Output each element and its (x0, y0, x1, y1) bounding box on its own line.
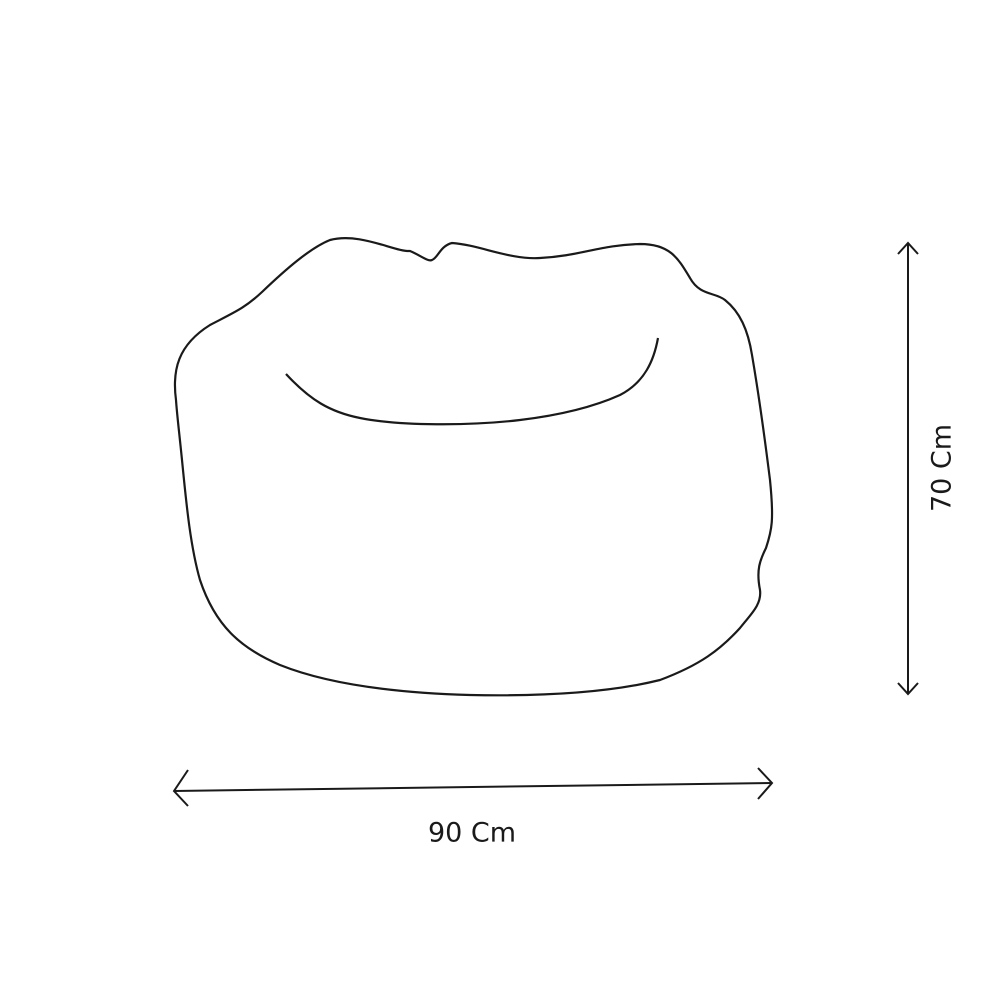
bean-bag-seat-curve (285, 337, 660, 426)
bean-bag-outline (173, 237, 774, 697)
height-dimension-arrow (897, 241, 919, 696)
width-dimension-arrow (172, 767, 774, 807)
height-label: 70 Cm (927, 424, 958, 512)
width-label: 90 Cm (428, 818, 516, 849)
